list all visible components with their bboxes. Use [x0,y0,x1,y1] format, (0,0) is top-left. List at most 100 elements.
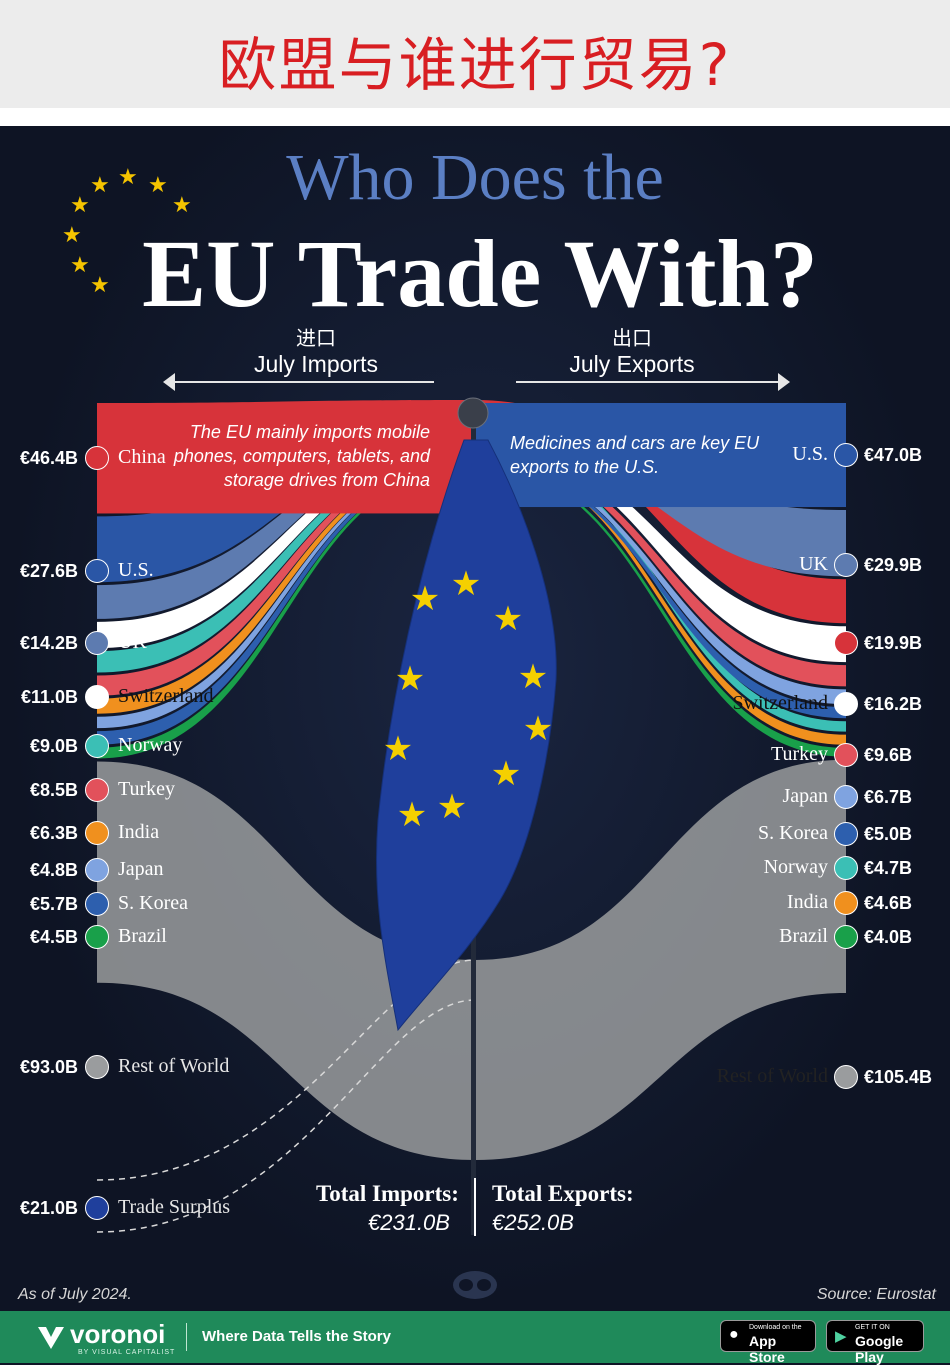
export-label-norway: Norway [763,856,828,878]
flag-rest-of-world-icon [85,1055,109,1079]
flag-star-icon: ★ [383,729,413,769]
import-band-s-korea [97,460,475,745]
poster-subtitle: Who Does the [286,141,664,214]
flag-star-icon: ★ [491,754,521,794]
export-label-switzerland: Switzerland [732,692,828,714]
source-note: Source: Eurostat [816,1286,936,1303]
flag-star-icon: ★ [397,795,427,835]
import-value-s-korea: €5.7B [29,894,78,914]
flag-star-icon: ★ [451,564,481,604]
import-value-trade-surplus: €21.0B [19,1198,78,1218]
flag-s-korea-icon [85,892,109,916]
export-band-india [475,455,846,745]
svg-text:★: ★ [62,223,82,248]
flag-u-s-icon [834,443,858,467]
brand-name: voronoi [70,1319,166,1349]
import-label-uk: UK [118,631,147,653]
export-band-turkey [475,451,846,687]
exports-header: 出口 July Exports [542,322,722,378]
export-label-rest-of-world: Rest of World [716,1065,828,1087]
flag-india-icon [834,891,858,915]
exports-header-label: July Exports [569,351,695,377]
export-value-norway: €4.7B [864,858,913,878]
flag-star-icon: ★ [410,579,440,619]
google-play-button[interactable]: ▶ GET IT ON Google Play [826,1320,924,1365]
visual-capitalist-logo-icon [453,1271,497,1299]
import-value-switzerland: €11.0B [20,687,78,707]
export-value-switzerland: €16.2B [864,694,923,714]
export-value-s-korea: €5.0B [864,824,913,844]
export-label-u-s: U.S. [792,443,828,465]
import-label-switzerland: Switzerland [118,685,214,707]
export-band-rest-of-world [475,759,846,1160]
export-value-turkey: €9.6B [864,745,913,765]
flag-brazil-icon [834,925,858,949]
svg-text:★: ★ [118,165,138,190]
svg-text:★: ★ [90,273,110,298]
export-band-brazil [475,463,846,757]
export-band-china [475,400,846,624]
import-label-turkey: Turkey [118,778,176,800]
import-value-brazil: €4.5B [29,927,78,947]
export-band-switzerland [475,441,846,663]
app-store-label: App Store [749,1333,785,1365]
import-label-trade-surplus: Trade Surplus [118,1196,231,1218]
export-label-india: India [786,891,828,913]
import-value-japan: €4.8B [29,860,78,880]
eu-stars-icon: ★ ★ ★ ★★★ ★★ [62,165,192,298]
export-value-japan: €6.7B [864,787,913,807]
export-value-brazil: €4.0B [864,927,913,947]
flag-turkey-icon [834,743,858,767]
chinese-title: 欧盟与谁进行贸易? [218,31,732,99]
import-label-rest-of-world: Rest of World [118,1055,230,1077]
eu-flag-icon [376,439,557,1032]
footer-bar: voronoi BY VISUAL CAPITALIST Where Data … [0,1311,950,1365]
import-label-brazil: Brazil [118,925,167,947]
flag-china-icon [85,446,109,470]
flag-norway-icon [85,734,109,758]
flagpole-finial [457,397,489,429]
flag-star-icon: ★ [523,709,553,749]
app-store-button[interactable]: ● Download on the App Store [720,1320,816,1365]
export-label-s-korea: S. Korea [758,822,828,844]
footer-divider [186,1323,187,1351]
top-banner: 欧盟与谁进行贸易? [0,0,950,126]
import-label-u-s: U.S. [118,559,154,581]
import-band-india [97,455,475,714]
exports-note: Medicines and cars are key EU exports to… [510,433,760,477]
import-label-s-korea: S. Korea [118,892,188,914]
flag-china-icon [834,631,858,655]
import-band-switzerland [97,441,475,649]
import-band-uk [97,435,475,619]
flag-turkey-icon [85,778,109,802]
imports-header-label: July Imports [254,351,378,377]
import-value-norway: €9.0B [29,736,78,756]
flag-u-s-icon [85,559,109,583]
flag-star-icon: ★ [437,787,467,827]
flag-uk-icon [85,631,109,655]
flag-switzerland-icon [834,692,858,716]
imports-header-zh: 进口 [296,326,336,350]
svg-text:★: ★ [172,193,192,218]
export-value-india: €4.6B [864,893,913,913]
left-arrowhead-icon [163,373,175,391]
import-value-uk: €14.2B [19,633,78,653]
flag-brazil-icon [85,925,109,949]
total-imports-label: Total Imports: [316,1181,459,1206]
export-label-turkey: Turkey [770,743,828,765]
import-band-turkey [97,451,475,696]
flag-switzerland-icon [85,685,109,709]
flag-s-korea-icon [834,822,858,846]
export-bar-us [475,403,846,508]
imports-arrow [170,381,434,383]
poster-title: EU Trade With? [142,220,818,327]
import-value-india: €6.3B [29,823,78,843]
imports-header: 进口 July Imports [226,322,406,378]
app-store-small-label: Download on the [749,1324,802,1331]
flag-japan-icon [834,785,858,809]
import-value-u-s: €27.6B [19,561,78,581]
export-label-china: China [780,631,828,653]
flag-uk-icon [834,553,858,577]
brand-subtitle: BY VISUAL CAPITALIST [78,1349,176,1356]
